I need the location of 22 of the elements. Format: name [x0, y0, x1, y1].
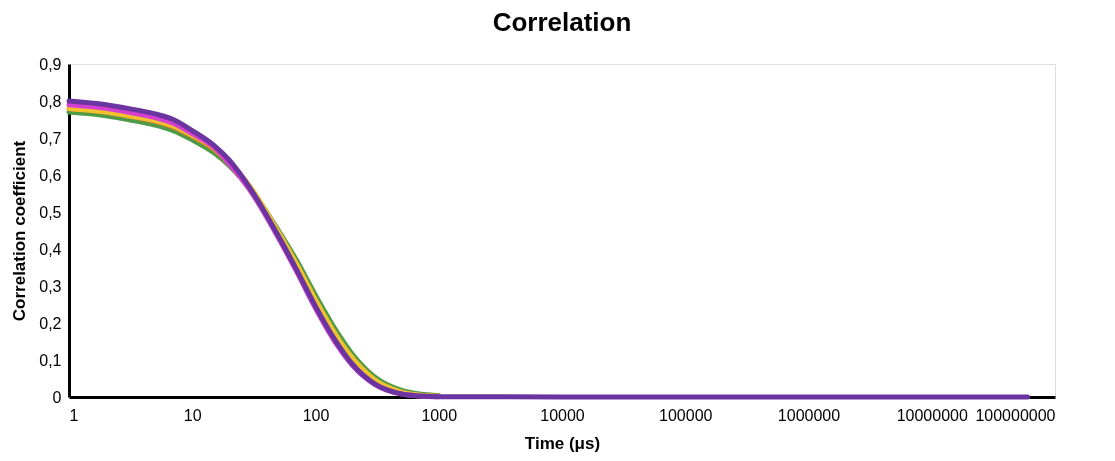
y-tick-label: 0,6	[39, 166, 62, 184]
x-tick-label: 100000000	[975, 406, 1056, 424]
y-axis-title: Correlation coefficient	[10, 140, 30, 322]
y-tick-label: 0,7	[39, 129, 62, 147]
y-tick-label: 0,8	[39, 92, 62, 110]
x-tick-label: 10	[183, 406, 202, 424]
x-tick-label: 100000	[659, 406, 713, 424]
y-tick-label: 0	[52, 388, 62, 406]
y-tick-label: 0,9	[39, 55, 62, 73]
x-tick-label: 10000	[540, 406, 585, 424]
y-tick-label: 0,3	[39, 277, 62, 295]
x-tick-label: 1000000	[777, 406, 841, 424]
y-tick-label: 0,1	[39, 351, 62, 369]
x-tick-label: 10000000	[896, 406, 968, 424]
y-tick-label: 0,5	[39, 203, 62, 221]
y-tick-label: 0,4	[39, 240, 62, 258]
x-tick-label: 100	[302, 406, 330, 424]
y-tick-label: 0,2	[39, 314, 62, 332]
x-tick-label: 1	[69, 406, 79, 424]
x-axis-title: Time (μs)	[524, 433, 601, 453]
x-tick-label: 1000	[421, 406, 458, 424]
chart-title: Correlation	[492, 7, 632, 37]
